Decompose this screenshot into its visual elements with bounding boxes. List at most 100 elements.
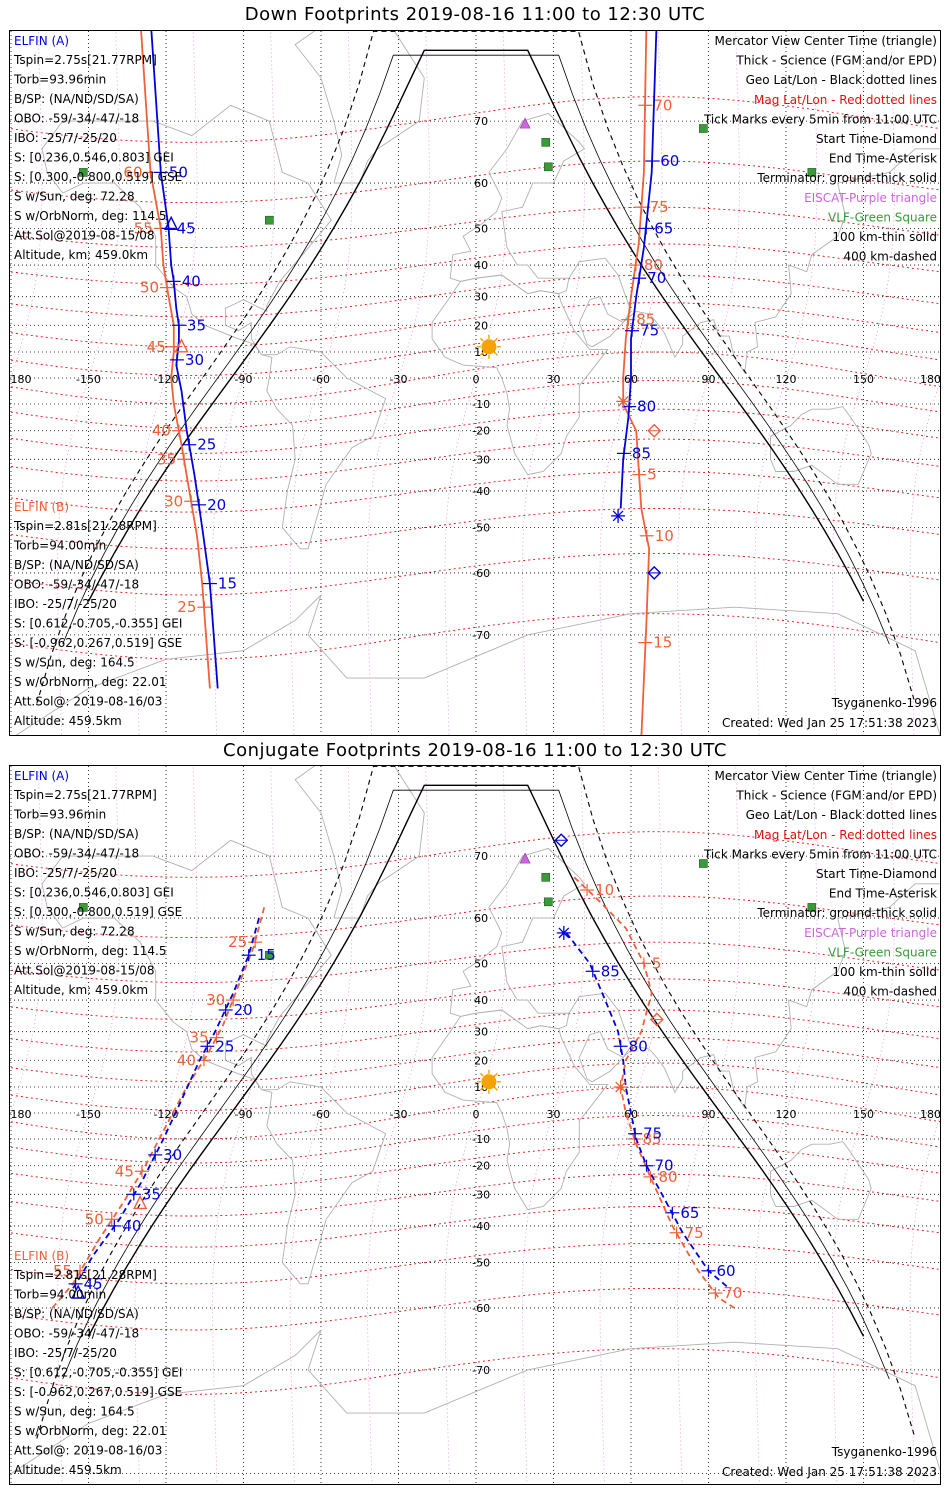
lon-tick-label: -180 — [10, 1108, 31, 1121]
legend-entry: Mercator View Center Time (triangle) — [715, 769, 937, 783]
lat-tick-label: -40 — [472, 1220, 490, 1233]
elfin-b-info-line: S w/Sun, deg: 164.5 — [14, 1405, 135, 1419]
eiscat-triangle-icon — [519, 852, 531, 864]
lon-tick-label: 150 — [853, 373, 874, 386]
lat-tick-label: -40 — [472, 485, 490, 498]
elfin-b-east-track-tick-label: 5 — [652, 954, 662, 972]
lat-tick-label: 50 — [474, 222, 488, 235]
legend-entry: EISCAT-Purple triangle — [804, 926, 937, 940]
legend-entry: VLF-Green Square — [828, 945, 937, 959]
elfin-b-info-line: B/SP: (NA/ND/SD/SA) — [14, 558, 139, 572]
vlf-square-icon — [79, 168, 88, 177]
panel2-title: Conjugate Footprints 2019-08-16 11:00 to… — [223, 740, 727, 761]
elfin-b-west-track-tick-label: 30 — [206, 991, 225, 1009]
elfin-b-info-line: B/SP: (NA/ND/SD/SA) — [14, 1307, 139, 1321]
elfin-b-west-track-tick-label: 45 — [147, 338, 166, 356]
elfin-b-info-line: S w/OrbNorm, deg: 22.01 — [14, 1424, 166, 1438]
panel2-map: -180 -150 -120 -90 -60 -30 0 30 60 90 120 150 180 70 6… — [9, 765, 941, 1485]
elfin-b-west-track-tick-label: 30 — [164, 492, 183, 510]
lat-tick-label: -50 — [472, 522, 490, 535]
lon-tick-label: 120 — [775, 373, 796, 386]
created-label: Created: Wed Jan 25 17:51:38 2023 — [722, 716, 937, 730]
elfin-a-east-track-tick-label: 80 — [637, 398, 656, 416]
coastline — [294, 31, 425, 184]
elfin-b-east-track-tick-label: 75 — [685, 1224, 704, 1242]
elfin-a-east-track-tick-label: 60 — [716, 1262, 735, 1280]
lat-tick-label: -60 — [472, 567, 490, 580]
vlf-square-icon — [541, 138, 551, 147]
elfin-b-west-track-tick-label: 50 — [140, 279, 159, 297]
vlf-square-icon — [544, 897, 553, 907]
panel1-svg: -180 -150 -120 -90 -60 -30 0 30 60 90 120 150 180 70 6… — [10, 31, 940, 735]
elfin-b-west-track-tick-label: 55 — [53, 1262, 72, 1280]
elfin-b-info-line: Tspin=2.81s[21.28RPM] — [13, 519, 157, 533]
mag-lat-line — [10, 408, 940, 454]
elfin-b-west-track-tick-label: 40 — [177, 1051, 196, 1069]
lat-tick-label: -10 — [472, 398, 490, 411]
eiscat-triangle-icon — [519, 117, 531, 129]
elfin-a-info-line: IBO: -25/7/-25/20 — [14, 866, 117, 880]
elfin-a-west-track-tick-label: 20 — [207, 496, 226, 514]
elfin-b-east-track-tick-label: 85 — [642, 1130, 661, 1148]
coastline — [431, 274, 609, 476]
sun-ray — [479, 337, 484, 342]
elfin-b-info-line: OBO: -59/-34/-47/-18 — [14, 1327, 139, 1341]
lat-tick-label: 40 — [474, 994, 488, 1007]
elfin-b-east-track-tick-label: 75 — [650, 198, 669, 216]
legend-entry: End Time-Asterisk — [829, 887, 937, 901]
elfin-a-info-line: IBO: -25/7/-25/20 — [14, 131, 117, 145]
lat-tick-label: -70 — [472, 629, 490, 642]
elfin-a-info-line: S: [0.236,0.546,0.803] GEI — [14, 886, 174, 900]
lat-tick-label: -60 — [472, 1302, 490, 1315]
elfin-b-east-track-tick-label: 10 — [655, 527, 674, 545]
elfin-b-west-track-tick-label: 25 — [228, 933, 247, 951]
elfin-a-west-track-tick-label: 25 — [215, 1037, 234, 1055]
elfin-b-west-track-tick-label: 60 — [123, 163, 142, 181]
lat-tick-label: 30 — [474, 291, 488, 304]
legend-entry: Thick - Science (FGM and/or EPD) — [735, 54, 937, 68]
elfin-b-east-track-line — [622, 31, 651, 735]
mag-lon-line — [289, 766, 353, 1484]
elfin-a-east-track-tick-label: 70 — [654, 1157, 673, 1175]
lon-tick-label: -60 — [312, 1108, 330, 1121]
elfin-a-name: ELFIN (A) — [14, 34, 69, 48]
created-label: Created: Wed Jan 25 17:51:38 2023 — [722, 1465, 937, 1479]
legend-entry: Terminator: ground-thick solid — [756, 906, 937, 920]
elfin-a-west-track-tick-label: 40 — [122, 1217, 141, 1235]
vlf-square-icon — [807, 168, 817, 177]
elfin-b-west-track-line — [51, 907, 266, 1309]
elfin-b-east-track-tick-label: 85 — [636, 311, 655, 329]
lon-tick-label: -180 — [10, 373, 31, 386]
elfin-a-west-track-tick-label: 30 — [163, 1146, 182, 1164]
elfin-b-west-track-tick-label: 35 — [157, 450, 176, 468]
center-time-triangle-icon — [164, 215, 179, 231]
lon-tick-label: -120 — [154, 373, 179, 386]
vlf-square-icon — [265, 215, 274, 225]
elfin-b-east-track-tick-label: 10 — [595, 881, 614, 899]
elfin-a-east-track-tick-label: 75 — [643, 1125, 662, 1143]
legend-entry: VLF-Green Square — [828, 210, 937, 224]
elfin-a-east-track-tick-label: 75 — [640, 322, 659, 340]
sun-icon — [481, 339, 497, 355]
lon-tick-label: 90 — [701, 373, 715, 386]
legend-entry: End Time-Asterisk — [829, 152, 937, 166]
elfin-b-info-line: S w/Sun, deg: 164.5 — [14, 656, 135, 670]
elfin-b-info-line: Torb=94.00min — [13, 539, 106, 553]
coastline — [41, 104, 387, 550]
legend-entry: Tick Marks every 5min from 11:00 UTC — [703, 847, 937, 861]
legend-entry: 100 km-thin solid — [832, 965, 937, 979]
mag-lat-line — [10, 508, 940, 550]
vlf-square-icon — [265, 950, 274, 960]
terminator-400km — [36, 766, 916, 1439]
mag-lon-line — [754, 766, 818, 1484]
sun-ray — [479, 1086, 484, 1091]
vlf-square-icon — [807, 903, 817, 912]
elfin-b-east-track-tick-label: 80 — [644, 256, 663, 274]
mag-lat-line — [10, 471, 940, 513]
vlf-square-icon — [699, 124, 708, 133]
lon-tick-label: -120 — [154, 1108, 179, 1121]
coastline — [431, 1009, 609, 1211]
elfin-b-info-line: Altitude: 459.5km — [14, 1463, 122, 1477]
lon-tick-label: 30 — [546, 1108, 560, 1121]
lat-tick-label: -20 — [472, 1160, 490, 1173]
